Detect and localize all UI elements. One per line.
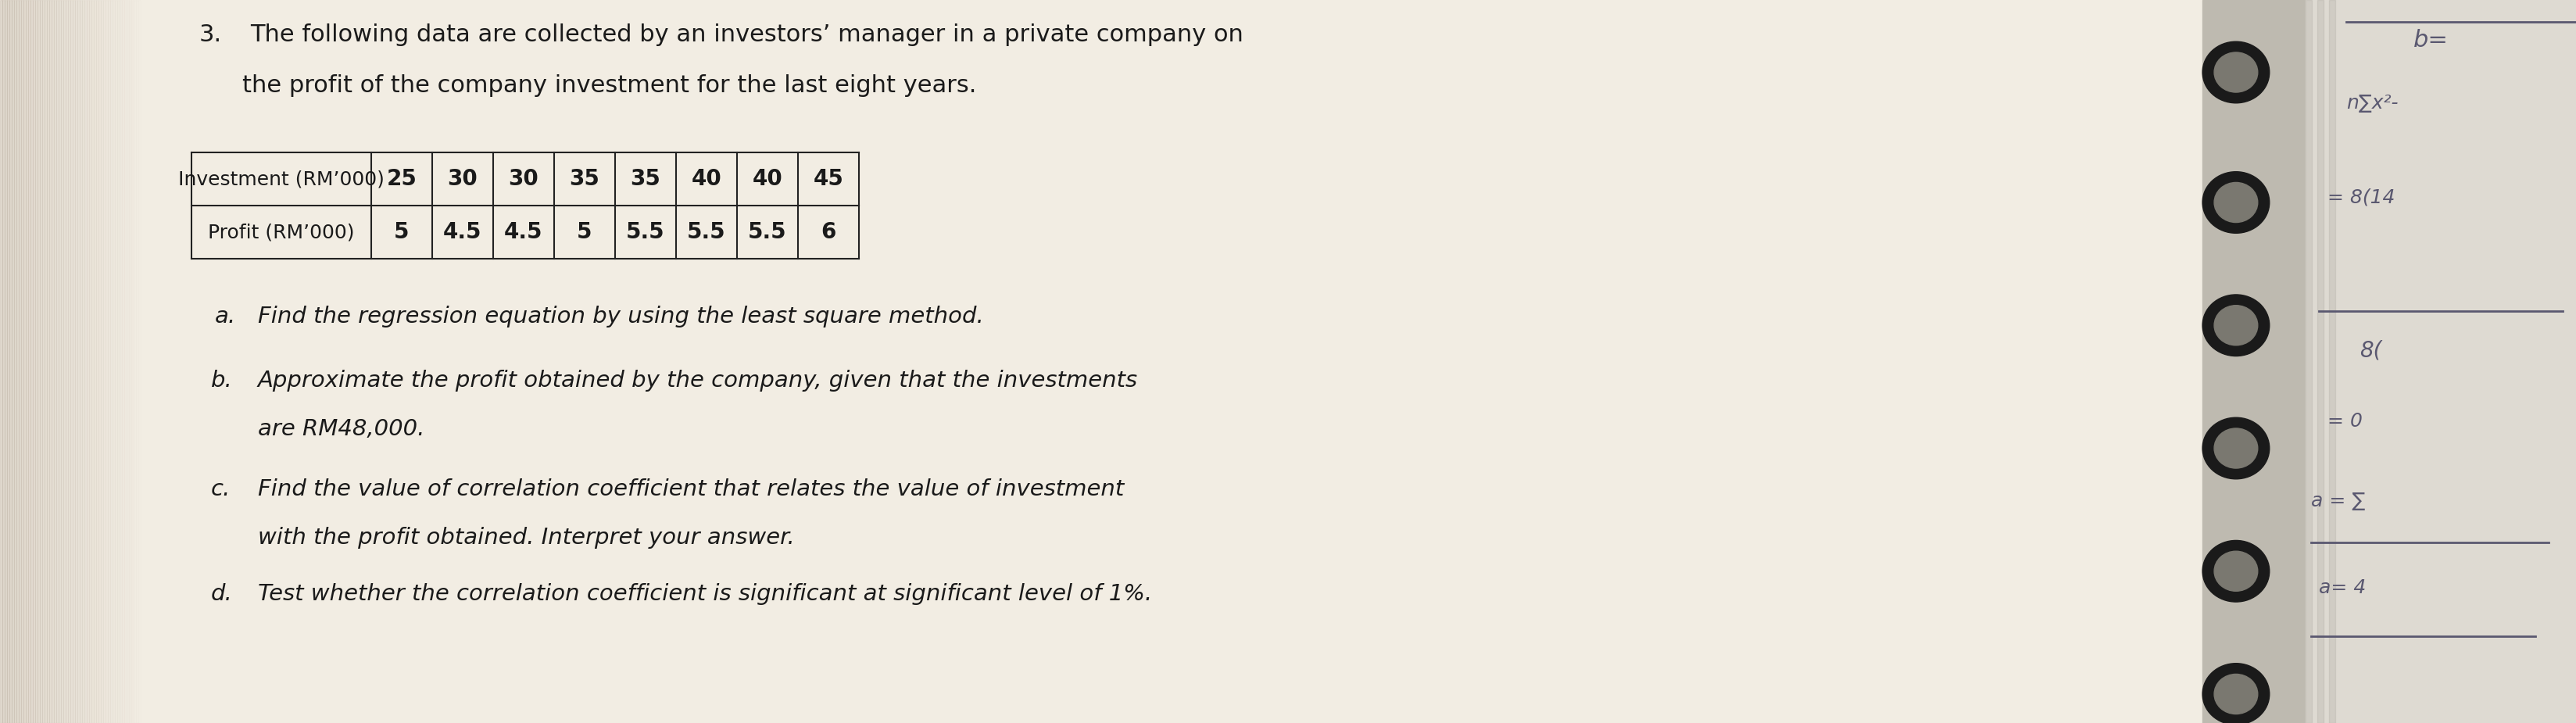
Text: 30: 30	[507, 168, 538, 190]
Text: n∑x²-: n∑x²-	[2347, 94, 2398, 113]
Text: d.: d.	[211, 583, 232, 605]
Text: 25: 25	[386, 168, 417, 190]
Text: c.: c.	[211, 479, 232, 500]
Ellipse shape	[2202, 41, 2269, 103]
Text: 4.5: 4.5	[505, 221, 544, 243]
Text: the profit of the company investment for the last eight years.: the profit of the company investment for…	[242, 74, 976, 97]
Text: The following data are collected by an investors’ manager in a private company o: The following data are collected by an i…	[250, 23, 1244, 46]
Bar	[2202, 0, 2306, 723]
Text: 5.5: 5.5	[747, 221, 786, 243]
Text: a= 4: a= 4	[2318, 578, 2367, 597]
Ellipse shape	[2215, 182, 2257, 223]
Text: b=: b=	[2414, 29, 2450, 51]
Text: 35: 35	[631, 168, 662, 190]
Ellipse shape	[2215, 674, 2257, 714]
Bar	[2318, 0, 2324, 723]
Bar	[0, 0, 2202, 723]
Ellipse shape	[2202, 295, 2269, 356]
Text: 3.: 3.	[198, 23, 222, 46]
Text: Approximate the profit obtained by the company, given that the investments: Approximate the profit obtained by the c…	[258, 369, 1139, 392]
Text: = 8(14: = 8(14	[2326, 188, 2396, 207]
Text: a = ∑: a = ∑	[2311, 492, 2365, 510]
Bar	[2306, 0, 2311, 723]
Ellipse shape	[2202, 418, 2269, 479]
Text: Profit (RM’000): Profit (RM’000)	[209, 223, 355, 241]
Text: are RM48,000.: are RM48,000.	[258, 418, 425, 440]
Text: 30: 30	[448, 168, 477, 190]
Text: 5.5: 5.5	[626, 221, 665, 243]
Ellipse shape	[2202, 664, 2269, 723]
Bar	[2329, 0, 2336, 723]
Text: Find the regression equation by using the least square method.: Find the regression equation by using th…	[258, 306, 984, 328]
Text: 5: 5	[394, 221, 410, 243]
Ellipse shape	[2202, 541, 2269, 602]
Text: = 0: = 0	[2326, 412, 2362, 431]
Text: 6: 6	[822, 221, 837, 243]
Text: 40: 40	[752, 168, 783, 190]
Text: 45: 45	[814, 168, 842, 190]
Ellipse shape	[2202, 171, 2269, 233]
Text: 35: 35	[569, 168, 600, 190]
Text: Test whether the correlation coefficient is significant at significant level of : Test whether the correlation coefficient…	[258, 583, 1151, 605]
Text: a.: a.	[214, 306, 237, 328]
Bar	[2306, 0, 2576, 723]
Text: Find the value of correlation coefficient that relates the value of investment: Find the value of correlation coefficien…	[258, 479, 1123, 500]
Text: 8(: 8(	[2360, 340, 2383, 362]
Text: 4.5: 4.5	[443, 221, 482, 243]
Ellipse shape	[2215, 52, 2257, 93]
Ellipse shape	[2215, 305, 2257, 346]
Text: 40: 40	[690, 168, 721, 190]
Text: Investment (RM’000): Investment (RM’000)	[178, 170, 384, 189]
Ellipse shape	[2215, 551, 2257, 591]
Text: with the profit obtained. Interpret your answer.: with the profit obtained. Interpret your…	[258, 527, 793, 549]
Text: 5.5: 5.5	[688, 221, 726, 243]
Text: 5: 5	[577, 221, 592, 243]
Text: b.: b.	[211, 369, 232, 392]
Ellipse shape	[2215, 428, 2257, 469]
